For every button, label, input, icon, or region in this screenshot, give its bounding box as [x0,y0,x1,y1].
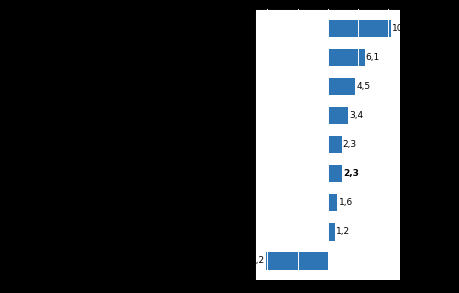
Text: 10,4: 10,4 [391,24,411,33]
Bar [327,136,341,153]
Bar [266,252,327,270]
Bar [327,194,337,212]
Text: 6,1: 6,1 [365,53,379,62]
Bar [327,165,341,183]
Text: -10,2: -10,2 [241,256,264,265]
Text: 4,5: 4,5 [355,82,369,91]
Bar [327,107,347,124]
Text: 2,3: 2,3 [342,140,356,149]
Text: 3,4: 3,4 [349,111,363,120]
Bar [327,223,334,241]
Bar [327,78,354,95]
Text: 2,3: 2,3 [342,169,358,178]
Bar [327,20,390,37]
Bar [327,49,364,66]
Text: 1,2: 1,2 [336,227,350,236]
Text: 1,6: 1,6 [338,198,352,207]
